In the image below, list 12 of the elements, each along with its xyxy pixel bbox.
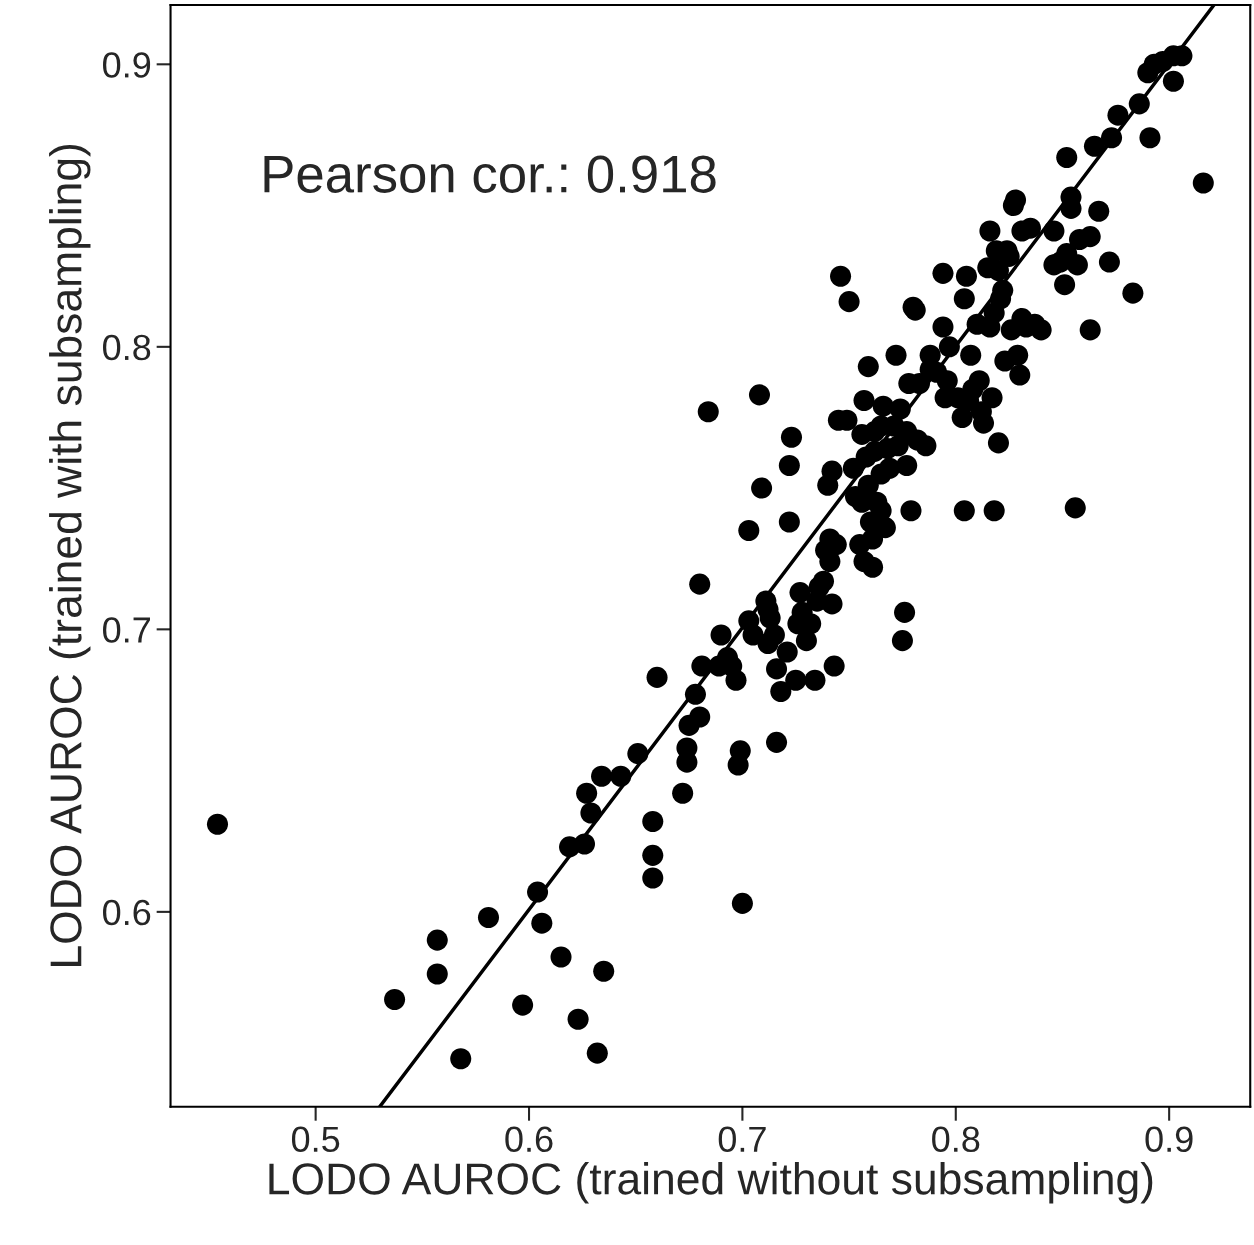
x-axis-title: LODO AUROC (trained without subsampling) <box>269 1162 1153 1204</box>
x-tick-label: 0.6 <box>505 1126 553 1153</box>
x-tick-label: 0.9 <box>1145 1126 1193 1153</box>
y-axis-title: LODO AUROC (trained with subsampling) <box>49 144 91 966</box>
x-tick-label: 0.7 <box>718 1126 766 1153</box>
y-tick-label: 0.9 <box>103 52 151 78</box>
x-tick-label: 0.8 <box>932 1126 980 1153</box>
y-tick-label: 0.8 <box>103 334 151 361</box>
x-tick-label: 0.5 <box>291 1126 340 1153</box>
annotation: Pearson cor.: 0.918 <box>264 155 716 193</box>
y-tick-label: 0.6 <box>103 899 151 926</box>
y-tick-label: 0.7 <box>103 617 150 643</box>
